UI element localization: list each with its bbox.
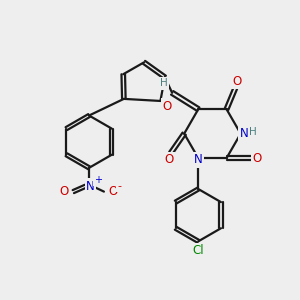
Text: O: O [60,185,69,198]
Text: O: O [232,75,242,88]
Text: Cl: Cl [193,244,204,257]
Text: -: - [117,181,122,191]
Text: N: N [194,153,203,166]
Text: O: O [165,153,174,166]
Text: O: O [108,185,118,198]
Text: +: + [94,175,102,185]
Text: O: O [162,100,172,113]
Text: O: O [253,152,262,165]
Text: H: H [160,78,168,88]
Text: H: H [249,127,257,137]
Text: N: N [86,180,95,193]
Text: N: N [240,127,249,140]
